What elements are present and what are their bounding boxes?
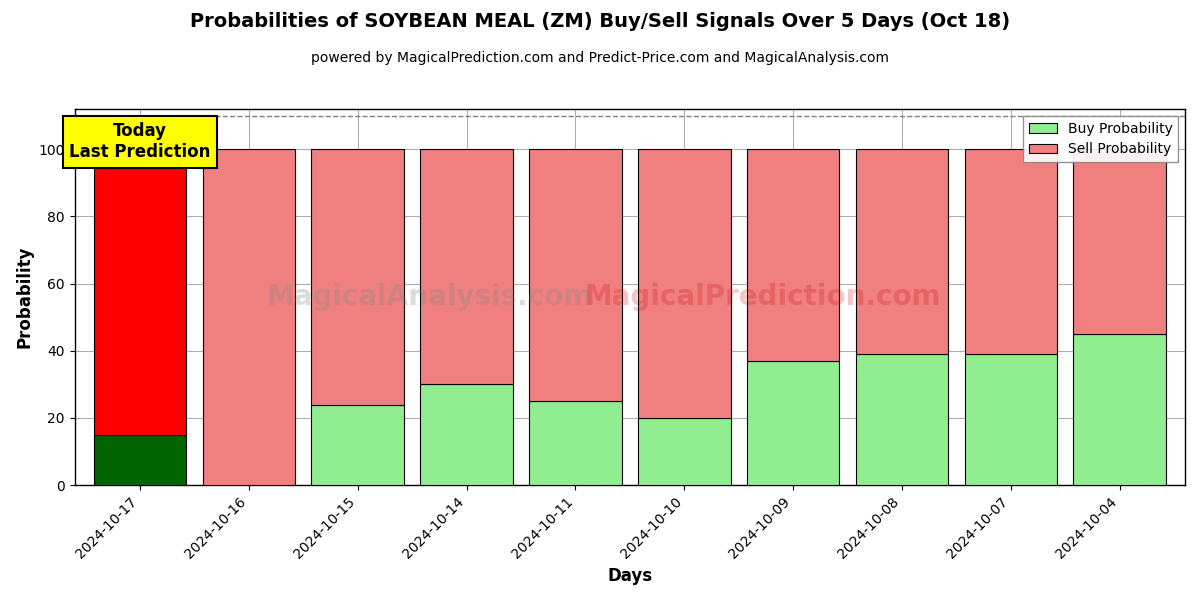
Bar bbox=[94, 149, 186, 435]
Y-axis label: Probability: Probability bbox=[16, 246, 34, 349]
Bar bbox=[94, 435, 186, 485]
Bar bbox=[746, 149, 839, 361]
Bar bbox=[420, 149, 512, 385]
Bar bbox=[856, 149, 948, 354]
X-axis label: Days: Days bbox=[607, 567, 653, 585]
Bar bbox=[965, 354, 1057, 485]
Text: powered by MagicalPrediction.com and Predict-Price.com and MagicalAnalysis.com: powered by MagicalPrediction.com and Pre… bbox=[311, 51, 889, 65]
Text: MagicalPrediction.com: MagicalPrediction.com bbox=[584, 283, 941, 311]
Text: Today
Last Prediction: Today Last Prediction bbox=[70, 122, 211, 161]
Text: Probabilities of SOYBEAN MEAL (ZM) Buy/Sell Signals Over 5 Days (Oct 18): Probabilities of SOYBEAN MEAL (ZM) Buy/S… bbox=[190, 12, 1010, 31]
Bar bbox=[203, 149, 295, 485]
Bar bbox=[529, 401, 622, 485]
Text: MagicalAnalysis.com: MagicalAnalysis.com bbox=[266, 283, 593, 311]
Bar bbox=[856, 354, 948, 485]
Bar bbox=[529, 149, 622, 401]
Bar bbox=[420, 385, 512, 485]
Bar bbox=[1074, 149, 1166, 334]
Bar bbox=[965, 149, 1057, 354]
Legend: Buy Probability, Sell Probability: Buy Probability, Sell Probability bbox=[1024, 116, 1178, 162]
Bar bbox=[746, 361, 839, 485]
Bar bbox=[638, 149, 731, 418]
Bar bbox=[312, 404, 404, 485]
Bar bbox=[312, 149, 404, 404]
Bar bbox=[1074, 334, 1166, 485]
Bar bbox=[638, 418, 731, 485]
